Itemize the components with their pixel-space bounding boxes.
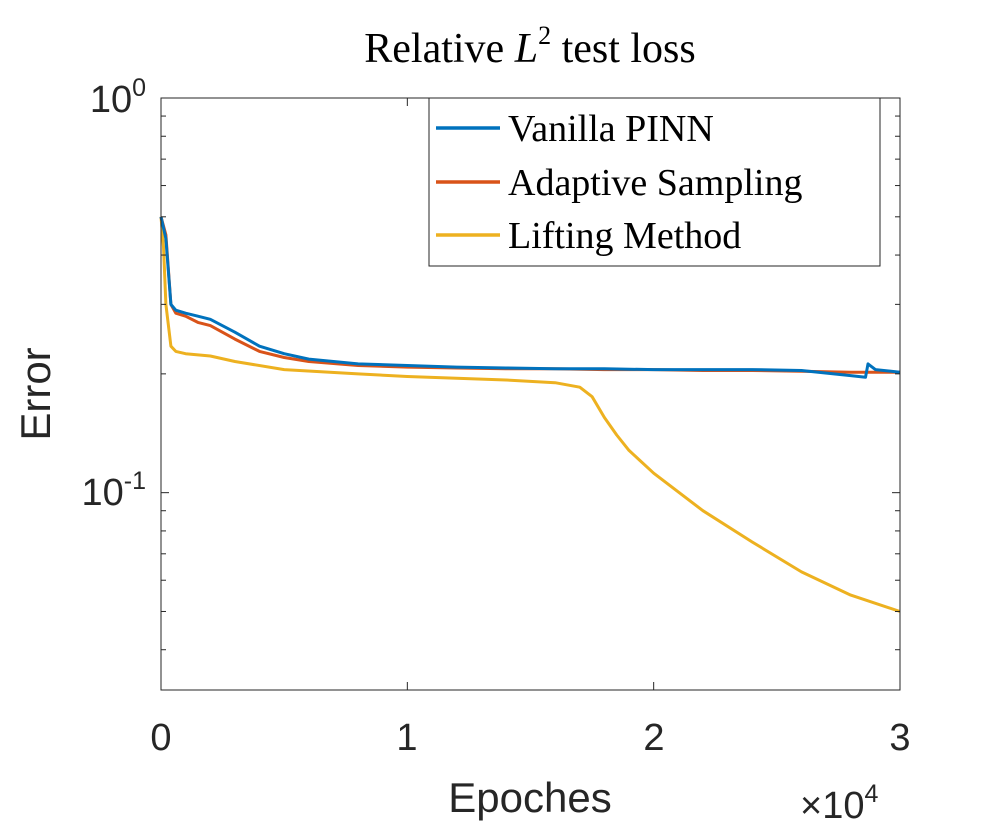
legend: Vanilla PINN Adaptive Sampling Lifting M…	[428, 97, 881, 267]
chart-title-prefix: Relative	[364, 26, 514, 72]
series-layer	[159, 216, 901, 613]
y-tick-label-1: 100	[90, 74, 146, 121]
x-tick-label-1: 1	[396, 717, 417, 759]
legend-box	[428, 97, 881, 267]
chart-title-suffix: test loss	[551, 26, 696, 72]
x-multiplier: ×104	[800, 780, 878, 827]
y-tick-base: 10	[81, 472, 123, 514]
chart-title-var: L	[514, 26, 538, 72]
series-line-lifting-method	[159, 216, 901, 613]
x-tick-label-2: 2	[643, 717, 664, 759]
y-tick-exp: 0	[132, 74, 146, 102]
x-multiplier-base: ×10	[800, 785, 864, 827]
y-tick-label-0.1: 10-1	[81, 467, 146, 514]
legend-label-lifting-method: Lifting Method	[508, 215, 741, 257]
y-axis-label: Error	[12, 347, 59, 440]
series-line-vanilla-pinn	[159, 216, 901, 379]
legend-label-adaptive-sampling: Adaptive Sampling	[508, 162, 802, 204]
chart-title-sup: 2	[538, 21, 551, 50]
y-tick-exp: -1	[124, 467, 146, 495]
legend-label-vanilla-pinn: Vanilla PINN	[508, 108, 714, 150]
chart-title: Relative L2 test loss	[364, 21, 696, 72]
y-tick-base: 10	[90, 79, 132, 121]
x-axis-label: Epoches	[448, 774, 611, 821]
x-tick-label-3: 3	[889, 717, 910, 759]
x-multiplier-exp: 4	[864, 780, 878, 808]
x-tick-label-0: 0	[150, 717, 171, 759]
